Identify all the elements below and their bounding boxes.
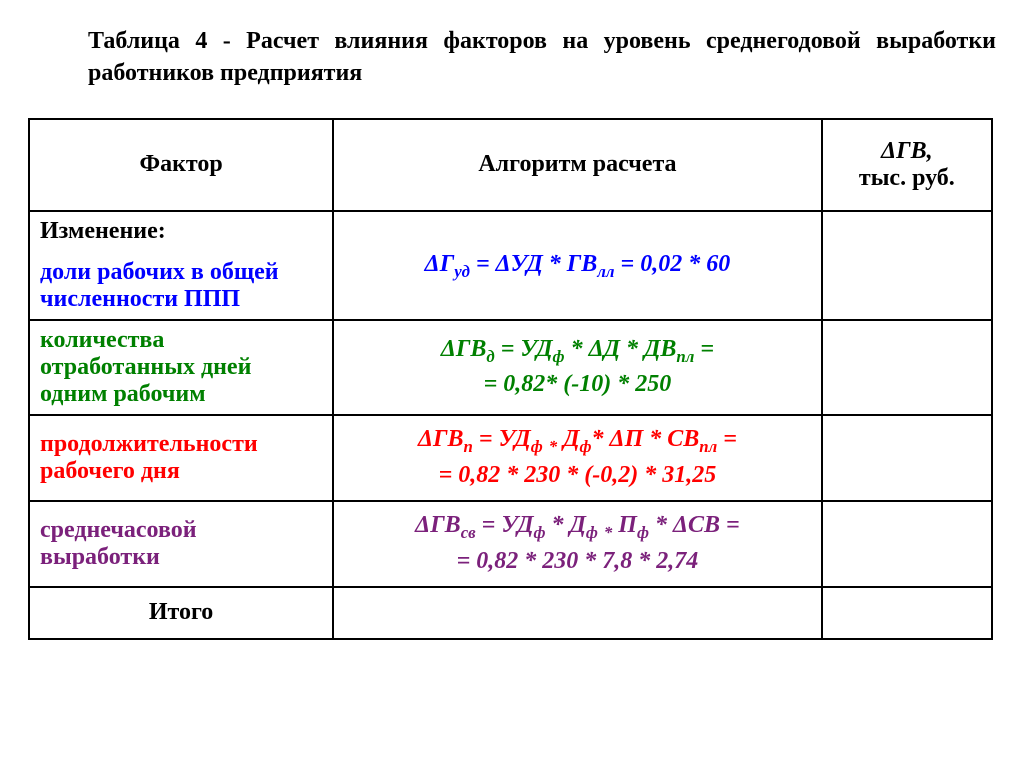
table-row-total: Итого	[29, 587, 992, 639]
value-cell-hourly	[822, 501, 992, 587]
delta-gv-line2: тыс. руб.	[859, 165, 955, 191]
table-header-row: Фактор Алгоритм расчета ΔГВ, тыс. руб.	[29, 119, 992, 211]
factor-text-ud: доли рабочих в общей численности ППП	[40, 259, 279, 312]
col-header-algorithm: Алгоритм расчета	[333, 119, 822, 211]
col-header-delta-gv: ΔГВ, тыс. руб.	[822, 119, 992, 211]
algorithm-cell-days: ΔГВд = УДф * ΔД * ДВпл == 0,82* (-10) * …	[333, 320, 822, 415]
table-row: Изменение: доли рабочих в общей численно…	[29, 211, 992, 320]
value-cell-duration	[822, 415, 992, 501]
col-header-factor: Фактор	[29, 119, 333, 211]
factor-cell-ud: Изменение: доли рабочих в общей численно…	[29, 211, 333, 320]
factor-cell-days: количества отработанных дней одним рабоч…	[29, 320, 333, 415]
algorithm-cell-duration: ΔГВп = УДф * Дф* ΔП * СВпл == 0,82 * 230…	[333, 415, 822, 501]
table-caption: Таблица 4 - Расчет влияния факторов на у…	[88, 25, 996, 90]
factor-text-total: Итого	[149, 599, 213, 625]
change-prefix: Изменение:	[40, 218, 322, 245]
algorithm-cell-hourly: ΔГВсв = УДф * Дф * Пф * ΔСВ == 0,82 * 23…	[333, 501, 822, 587]
value-cell-total	[822, 587, 992, 639]
table-row: продолжительности рабочего дня ΔГВп = УД…	[29, 415, 992, 501]
table-row: среднечасовой выработки ΔГВсв = УДф * Дф…	[29, 501, 992, 587]
factor-cell-duration: продолжительности рабочего дня	[29, 415, 333, 501]
factor-cell-total: Итого	[29, 587, 333, 639]
algorithm-cell-ud: ΔГуд = ΔУД * ГВлл = 0,02 * 60	[333, 211, 822, 320]
delta-gv-line1: ΔГВ,	[881, 138, 933, 164]
factor-text-hourly: среднечасовой выработки	[40, 517, 197, 570]
table-row: количества отработанных дней одним рабоч…	[29, 320, 992, 415]
factor-cell-hourly: среднечасовой выработки	[29, 501, 333, 587]
algorithm-cell-total	[333, 587, 822, 639]
value-cell-ud	[822, 211, 992, 320]
factor-text-duration: продолжительности рабочего дня	[40, 431, 258, 484]
factors-table: Фактор Алгоритм расчета ΔГВ, тыс. руб. И…	[28, 118, 993, 640]
factor-text-days: количества отработанных дней одним рабоч…	[40, 327, 251, 407]
value-cell-days	[822, 320, 992, 415]
